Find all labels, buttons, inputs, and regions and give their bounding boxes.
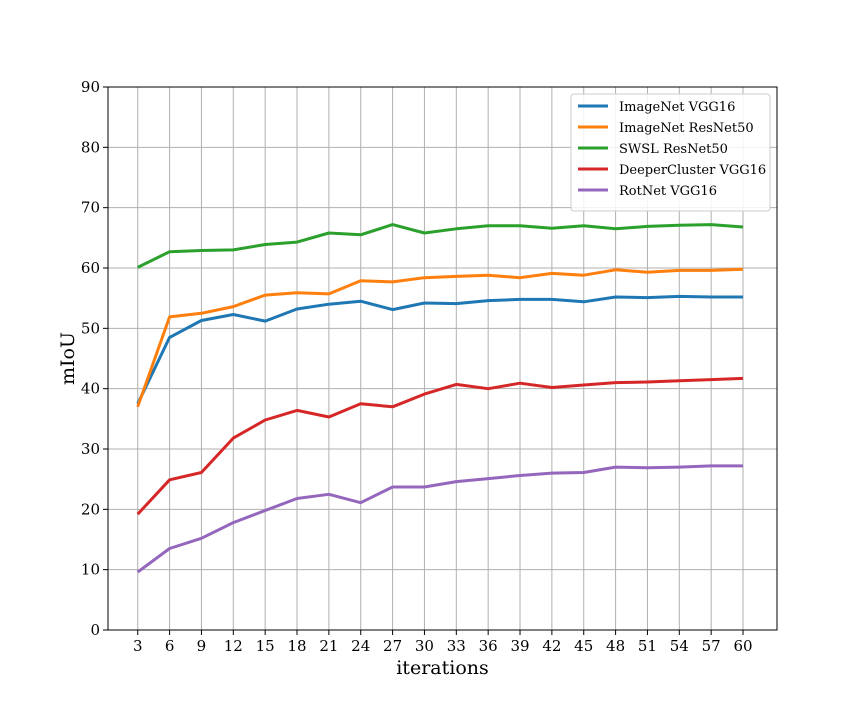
x-tick-label: 30 — [415, 637, 434, 655]
series-line-5 — [136, 464, 743, 574]
y-tick-label: 10 — [81, 561, 100, 579]
y-tick-label: 80 — [81, 138, 100, 156]
x-tick-label: 54 — [670, 637, 689, 655]
x-tick-label: 18 — [287, 637, 306, 655]
series-line-2 — [136, 267, 744, 408]
legend-label: ImageNet ResNet50 — [619, 121, 754, 136]
x-tick-label: 15 — [256, 637, 275, 655]
x-tick-label: 60 — [733, 637, 752, 655]
x-tick-label: 27 — [383, 637, 402, 655]
legend-box — [570, 93, 771, 212]
series-line-4 — [136, 376, 744, 516]
legend-label: DeeperCluster VGG16 — [619, 163, 766, 178]
legend: ImageNet VGG16 ImageNet ResNet50 SWSL ResN… — [570, 93, 771, 212]
x-tick-label: 12 — [224, 637, 243, 655]
x-tick-label: 21 — [319, 637, 338, 655]
y-axis: 0 10 20 30 40 50 60 70 80 90 — [81, 78, 108, 639]
plot-frame — [107, 86, 778, 631]
x-tick-label: 24 — [351, 637, 370, 655]
legend-label: RotNet VGG16 — [619, 184, 717, 199]
y-tick-label: 70 — [81, 199, 100, 217]
x-tick-label: 33 — [447, 637, 466, 655]
x-tick-label: 3 — [133, 637, 143, 655]
x-tick-label: 51 — [638, 637, 657, 655]
x-tick-label: 57 — [702, 637, 721, 655]
series-line-1 — [136, 294, 743, 405]
y-tick-label: 20 — [81, 500, 100, 518]
y-tick-label: 60 — [81, 259, 100, 277]
legend-label: SWSL ResNet50 — [619, 142, 728, 157]
x-tick-label: 39 — [510, 637, 529, 655]
x-axis: 3 6 9 12 15 18 21 24 27 30 33 36 39 42 45 48 51 54 57 60 — [133, 630, 753, 655]
x-tick-label: 36 — [479, 637, 498, 655]
y-tick-label: 0 — [90, 621, 100, 639]
x-tick-label: 48 — [606, 637, 625, 655]
series-line-3 — [137, 223, 744, 269]
y-tick-label: 30 — [81, 440, 100, 458]
y-tick-label: 40 — [81, 380, 100, 398]
series-layer — [136, 223, 744, 574]
x-tick-label: 45 — [574, 637, 593, 655]
x-tick-label: 6 — [165, 637, 175, 655]
y-tick-label: 90 — [81, 78, 100, 96]
legend-label: ImageNet VGG16 — [619, 100, 735, 115]
x-axis-label: iterations — [396, 657, 489, 679]
y-axis-label: mIoU — [57, 332, 79, 385]
x-tick-label: 9 — [197, 637, 207, 655]
x-tick-label: 42 — [542, 637, 561, 655]
y-tick-label: 50 — [81, 319, 100, 337]
